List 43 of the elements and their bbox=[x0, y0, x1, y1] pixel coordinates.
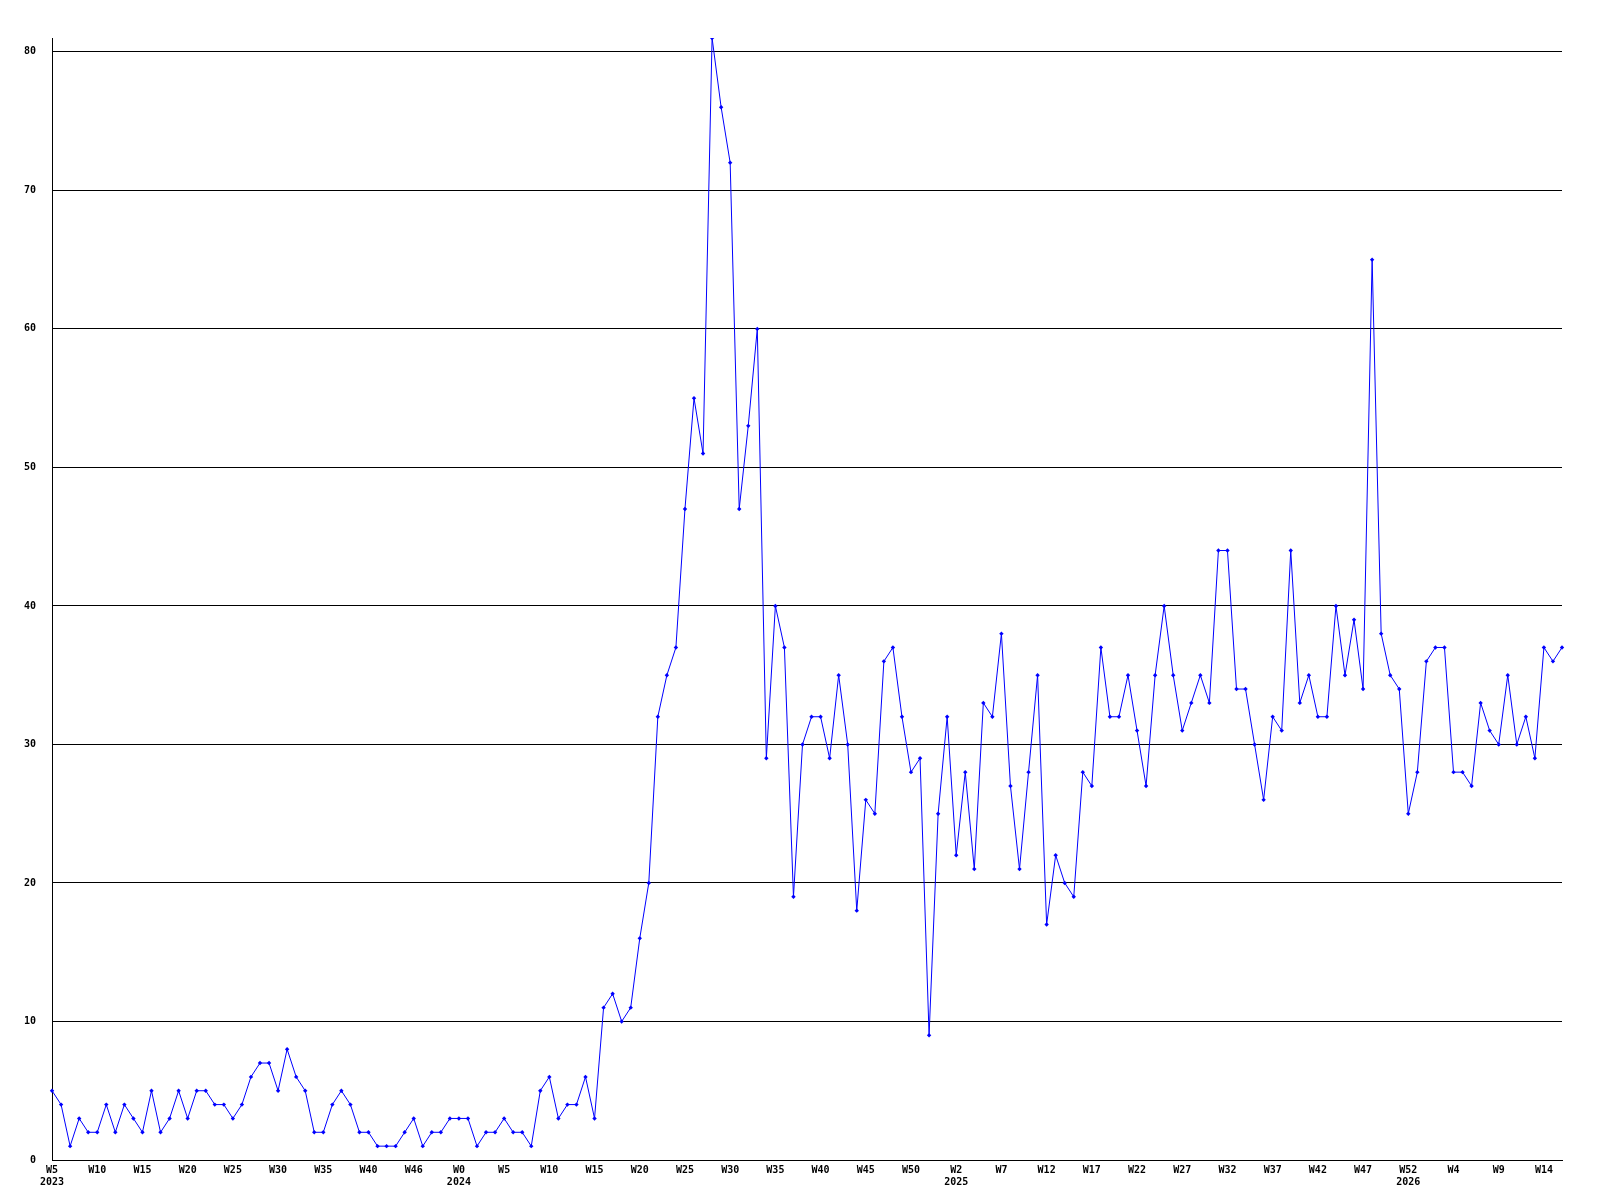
x-tick-label: W5 2023 bbox=[39, 1163, 65, 1187]
y-tick-label: 50 bbox=[23, 461, 37, 472]
x-tick-label: W32 bbox=[1218, 1163, 1237, 1175]
x-tick-label: W20 bbox=[630, 1163, 649, 1175]
x-tick-label: W20 bbox=[178, 1163, 197, 1175]
x-tick-label: W35 bbox=[766, 1163, 785, 1175]
x-tick-label: W2 2025 bbox=[944, 1163, 969, 1187]
x-tick-label: W47 bbox=[1354, 1163, 1373, 1175]
y-tick-label: 80 bbox=[23, 45, 37, 57]
x-tick-label: W7 bbox=[995, 1163, 1008, 1175]
y-tick-label: 30 bbox=[23, 738, 37, 750]
x-tick-label: W4 bbox=[1447, 1163, 1460, 1175]
x-tick-label: W30 bbox=[269, 1163, 288, 1175]
x-tick-label: W35 bbox=[314, 1163, 333, 1175]
x-tick-label: W14 bbox=[1534, 1163, 1553, 1175]
x-tick-label: W12 bbox=[1037, 1163, 1056, 1175]
x-tick-label: W45 bbox=[856, 1163, 875, 1175]
x-tick-label: W0 2024 bbox=[446, 1163, 471, 1187]
x-tick-label: W40 bbox=[811, 1163, 830, 1175]
x-tick-label: W42 bbox=[1308, 1163, 1327, 1175]
x-tick-label: W50 bbox=[901, 1163, 921, 1175]
x-tick-label: W5 bbox=[498, 1163, 511, 1175]
x-tick-label: W25 bbox=[675, 1163, 694, 1175]
x-tick-label: W25 bbox=[223, 1163, 242, 1175]
x-tick-label: W22 bbox=[1128, 1163, 1147, 1175]
x-tick-label: W27 bbox=[1173, 1163, 1192, 1175]
y-tick-label: 20 bbox=[23, 876, 37, 888]
x-tick-label: W46 bbox=[404, 1163, 423, 1175]
x-tick-label: W40 bbox=[359, 1163, 378, 1175]
y-tick-label: 0 bbox=[30, 1153, 37, 1165]
x-tick-label: W10 bbox=[88, 1163, 107, 1175]
y-tick-label: 10 bbox=[23, 1015, 37, 1027]
x-tick-label: W17 bbox=[1082, 1163, 1101, 1175]
x-tick-label: W9 bbox=[1492, 1163, 1505, 1175]
y-tick-label: 40 bbox=[23, 599, 37, 611]
x-tick-label: W52 2026 bbox=[1396, 1163, 1421, 1187]
x-tick-label: W30 bbox=[721, 1163, 740, 1175]
x-tick-label: W15 bbox=[133, 1163, 152, 1175]
x-tick-label: W37 bbox=[1263, 1163, 1282, 1175]
x-tick-label: W10 bbox=[540, 1163, 559, 1175]
x-tick-label: W15 bbox=[585, 1163, 604, 1175]
y-tick-label: 60 bbox=[23, 322, 37, 334]
y-tick-label: 70 bbox=[23, 183, 37, 195]
